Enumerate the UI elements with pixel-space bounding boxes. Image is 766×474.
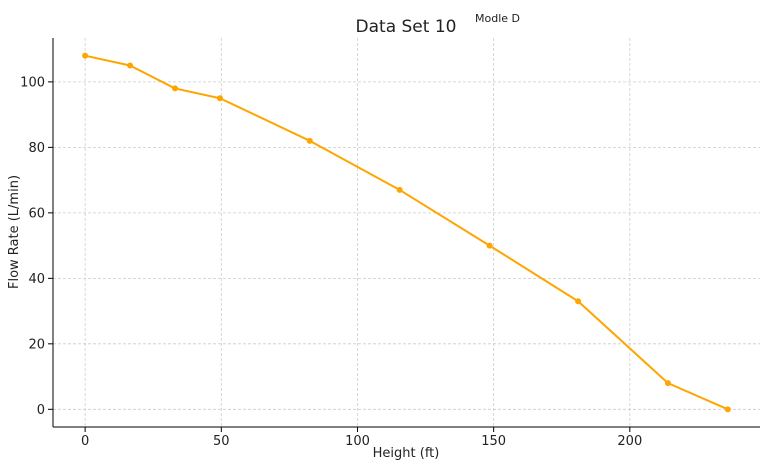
data-point [724, 406, 731, 413]
x-ticks: 0 50 100 150 200 [81, 427, 642, 449]
x-tick-label: 100 [345, 434, 370, 449]
data-point [306, 137, 313, 144]
axes [52, 38, 760, 428]
grid [53, 38, 760, 427]
x-tick-label: 0 [81, 434, 89, 449]
data-point [575, 298, 582, 305]
x-tick-label: 200 [617, 434, 642, 449]
x-tick-label: 50 [213, 434, 230, 449]
y-tick-label: 40 [28, 272, 45, 287]
data-point [127, 62, 134, 69]
y-tick-label: 80 [28, 141, 45, 156]
y-tick-label: 0 [37, 403, 45, 418]
data-point [486, 242, 493, 249]
data-point [664, 380, 671, 387]
chart-title: Data Set 10 [356, 17, 457, 37]
data-point [396, 186, 403, 193]
series [82, 52, 731, 413]
y-axis-label: Flow Rate (L/min) [7, 175, 22, 289]
data-point [172, 85, 179, 92]
x-axis-label: Height (ft) [373, 446, 440, 461]
x-tick-label: 150 [481, 434, 506, 449]
y-tick-label: 60 [28, 206, 45, 221]
y-ticks: 0 20 40 60 80 100 [20, 75, 53, 418]
chart-annotation: Modle D [475, 12, 520, 25]
y-tick-label: 20 [28, 337, 45, 352]
y-tick-label: 100 [20, 75, 45, 90]
data-point [82, 52, 89, 59]
data-point [216, 95, 223, 102]
series-line [84, 54, 729, 411]
